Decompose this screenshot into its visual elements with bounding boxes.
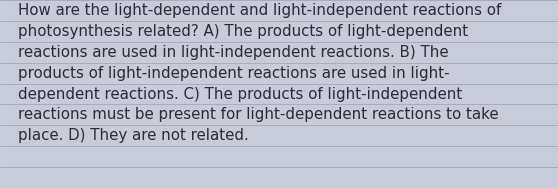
- Text: reactions must be present for light-dependent reactions to take: reactions must be present for light-depe…: [18, 107, 499, 122]
- Text: photosynthesis related? A) The products of light-dependent: photosynthesis related? A) The products …: [18, 24, 468, 39]
- Text: place. D) They are not related.: place. D) They are not related.: [18, 128, 249, 143]
- Text: How are the light-dependent and light-independent reactions of: How are the light-dependent and light-in…: [18, 3, 502, 18]
- Text: reactions are used in light-independent reactions. B) The: reactions are used in light-independent …: [18, 45, 449, 60]
- Text: dependent reactions. C) The products of light-independent: dependent reactions. C) The products of …: [18, 86, 462, 102]
- Text: products of light-independent reactions are used in light-: products of light-independent reactions …: [18, 66, 450, 81]
